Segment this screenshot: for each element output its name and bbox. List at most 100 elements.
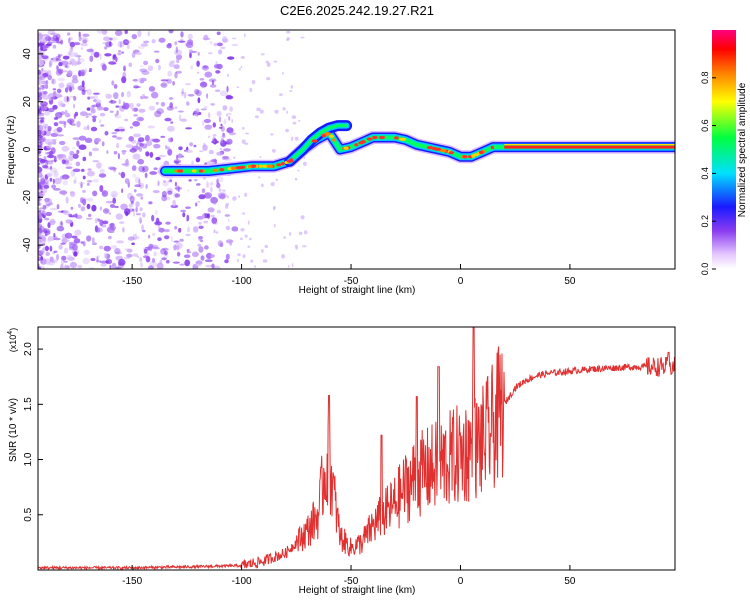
spectrogram-noise-blob (61, 259, 64, 266)
spectrogram-noise-blob (45, 160, 49, 167)
spectrogram-noise-blob (111, 131, 118, 135)
spectrogram-noise-blob (65, 110, 68, 114)
spectrogram-noise-blob (213, 203, 217, 205)
spectrogram-noise-blob (38, 222, 42, 228)
spectrogram-noise-blob (176, 245, 180, 251)
spectrogram-noise-blob (140, 43, 149, 47)
spectrogram-noise-blob (148, 105, 156, 111)
spectrogram-noise-blob (47, 236, 56, 242)
spectrogram-noise-blob (147, 31, 150, 37)
spectrogram-noise-blob (151, 91, 159, 99)
spectrogram-noise-blob (218, 49, 223, 55)
spectrogram-noise-blob (94, 137, 102, 143)
spectrogram-noise-blob (64, 232, 73, 239)
spectrogram-upper-branch (288, 124, 349, 163)
spectrogram-noise-blob (131, 242, 135, 246)
spectrogram-noise-blob (287, 265, 290, 268)
spectrogram-noise-blob (188, 49, 193, 54)
spectrogram-noise-blob (213, 229, 216, 234)
spectrogram-noise-blob (141, 224, 144, 231)
spectrogram-noise-blob (109, 264, 112, 269)
spectrogram-noise-blob (65, 196, 69, 204)
spectrogram-noise-blob (55, 93, 63, 98)
spectrogram-noise-blob (74, 52, 78, 57)
spectrogram-noise-blob (74, 176, 77, 183)
spectrogram-noise-blob (174, 41, 178, 46)
spectrogram-noise-blob (116, 266, 120, 269)
snr-xtick-label: -50 (344, 576, 359, 587)
spectrogram-noise-blob (52, 88, 57, 91)
spectrogram-noise-blob (99, 206, 102, 211)
spectrogram-noise-blob (286, 36, 290, 41)
spectrogram-noise-blob (164, 229, 170, 233)
spectrogram-noise-blob (143, 96, 149, 99)
spectrogram-noise-blob (208, 149, 214, 155)
spectrogram-noise-blob (177, 153, 183, 159)
spectrogram-noise-blob (79, 69, 86, 77)
spectrogram-noise-blob (66, 70, 73, 77)
spectrogram-noise-blob (74, 97, 77, 101)
spectrogram-noise-blob (63, 260, 68, 263)
spectrogram-noise-blob (105, 200, 114, 204)
spectrogram-noise-blob (135, 201, 140, 208)
spectrogram-noise-blob (88, 69, 92, 73)
spectrogram-noise-blob (203, 118, 211, 124)
spectrogram-noise-blob (82, 240, 86, 247)
spectrogram-noise-blob (197, 97, 201, 104)
spectrogram-noise-blob (160, 135, 166, 138)
spectrogram-noise-blob (56, 226, 65, 232)
spectrogram-noise-blob (273, 223, 276, 228)
spectrogram-noise-blob (135, 213, 142, 216)
spectrogram-noise-blob (53, 233, 56, 238)
spectrogram-noise-blob (40, 177, 46, 185)
spectrogram-noise-blob (51, 138, 57, 142)
spectrogram-noise-blob (139, 65, 144, 68)
spectrogram-noise-blob (100, 124, 105, 127)
spectrogram-noise-blob (153, 251, 157, 257)
spectrogram-noise-blob (295, 247, 299, 250)
spectrogram-noise-blob (52, 178, 55, 184)
spectrogram-noise-blob (92, 117, 97, 123)
chart-title: C2E6.2025.242.19.27.R21 (280, 3, 434, 18)
spectrogram-noise-blob (102, 192, 106, 194)
spectrogram-hot-spot (289, 158, 294, 162)
spectrogram-noise-blob (213, 42, 218, 47)
spectrogram-hot-spot (240, 165, 246, 169)
spectrogram-noise-blob (205, 264, 214, 268)
spectrogram-noise-blob (73, 103, 75, 109)
spectrogram-noise-blob (185, 206, 191, 209)
spectrogram-noise-blob (151, 244, 159, 249)
spectrogram-noise-blob (87, 168, 92, 171)
spectrogram-noise-blob (174, 71, 178, 79)
spectrogram-noise-blob (227, 219, 230, 222)
spectrogram-noise-blob (78, 144, 87, 150)
spectrogram-noise-blob (143, 248, 148, 254)
spectrogram-noise-blob (38, 59, 44, 67)
spectrogram-noise-blob (186, 214, 190, 222)
spectrogram-noise-blob (165, 259, 170, 264)
spectrogram-noise-blob (187, 33, 193, 40)
spectrogram-noise-blob (180, 118, 187, 122)
spectrogram-noise-blob (92, 178, 100, 183)
spectrogram-noise-blob (189, 52, 192, 59)
spectrogram-noise-blob (199, 150, 204, 153)
spectrogram-noise-blob (78, 31, 81, 37)
spectrogram-noise-blob (219, 242, 224, 248)
spectrogram-noise-blob (45, 211, 52, 217)
spectrogram-noise-blob (151, 214, 155, 222)
spectrogram-noise-blob (216, 110, 222, 117)
spectrogram-noise-blob (70, 43, 74, 50)
spectrogram-noise-blob (210, 196, 219, 204)
spectrogram-noise-blob (162, 247, 169, 251)
spectrogram-noise-blob (38, 92, 43, 96)
spectrogram-noise-blob (173, 64, 180, 70)
spectrogram-noise-blob (244, 192, 248, 197)
spectrogram-noise-blob (300, 215, 305, 220)
spectrogram-noise-blob (215, 70, 221, 74)
spectrogram-noise-blob (228, 116, 231, 121)
spectrogram-noise-blob (59, 190, 68, 195)
spectrogram-noise-blob (80, 206, 86, 212)
spectrogram-noise-blob (221, 135, 226, 139)
spectrogram-noise-blob (122, 39, 130, 46)
spectrogram-hot-spot (219, 168, 225, 172)
